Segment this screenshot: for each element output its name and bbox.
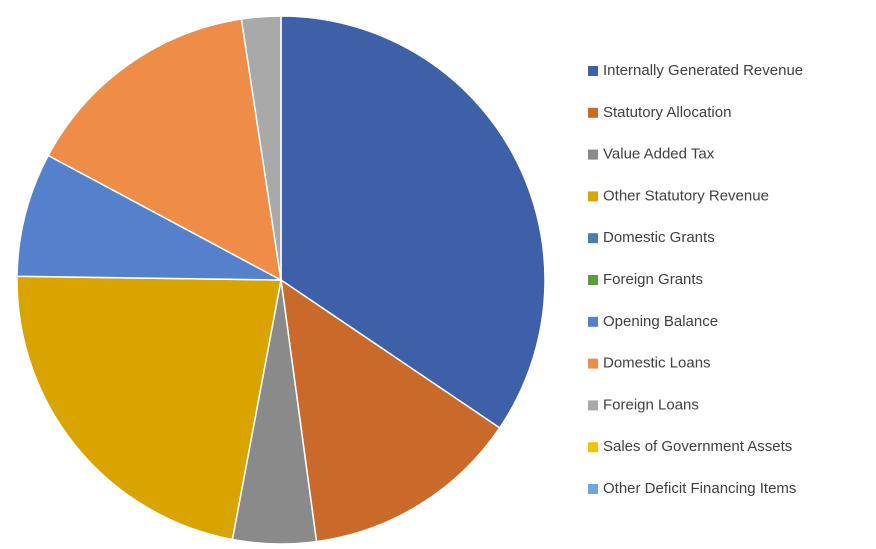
pie-slice xyxy=(16,154,282,281)
pie-slice xyxy=(280,15,546,429)
legend-swatch xyxy=(588,191,598,202)
legend-label: Opening Balance xyxy=(603,313,718,330)
legend-label: Foreign Loans xyxy=(603,396,699,413)
legend-label: Other Statutory Revenue xyxy=(603,187,769,204)
legend-label: Foreign Grants xyxy=(603,271,703,288)
legend-label: Statutory Allocation xyxy=(603,104,731,121)
legend-swatch xyxy=(588,107,598,118)
legend-swatch xyxy=(588,358,598,369)
legend-swatch xyxy=(588,233,598,244)
legend-label: Sales of Government Assets xyxy=(603,438,792,455)
legend-label: Domestic Grants xyxy=(603,229,715,246)
legend-swatch xyxy=(588,400,598,411)
pie-slice xyxy=(280,278,501,543)
legend-label: Value Added Tax xyxy=(603,146,715,163)
legend-swatch xyxy=(588,149,598,160)
pie-slice xyxy=(16,275,282,541)
pie-slice xyxy=(240,15,282,281)
pie-slice xyxy=(47,18,282,282)
legend-label: Domestic Loans xyxy=(603,355,711,372)
legend-swatch xyxy=(588,484,598,494)
legend-swatch xyxy=(588,66,598,76)
legend-swatch xyxy=(588,442,598,453)
legend-label: Internally Generated Revenue xyxy=(603,62,803,79)
legend-label: Other Deficit Financing Items xyxy=(603,480,796,497)
legend-swatch xyxy=(588,275,598,285)
legend-swatch xyxy=(588,316,598,327)
